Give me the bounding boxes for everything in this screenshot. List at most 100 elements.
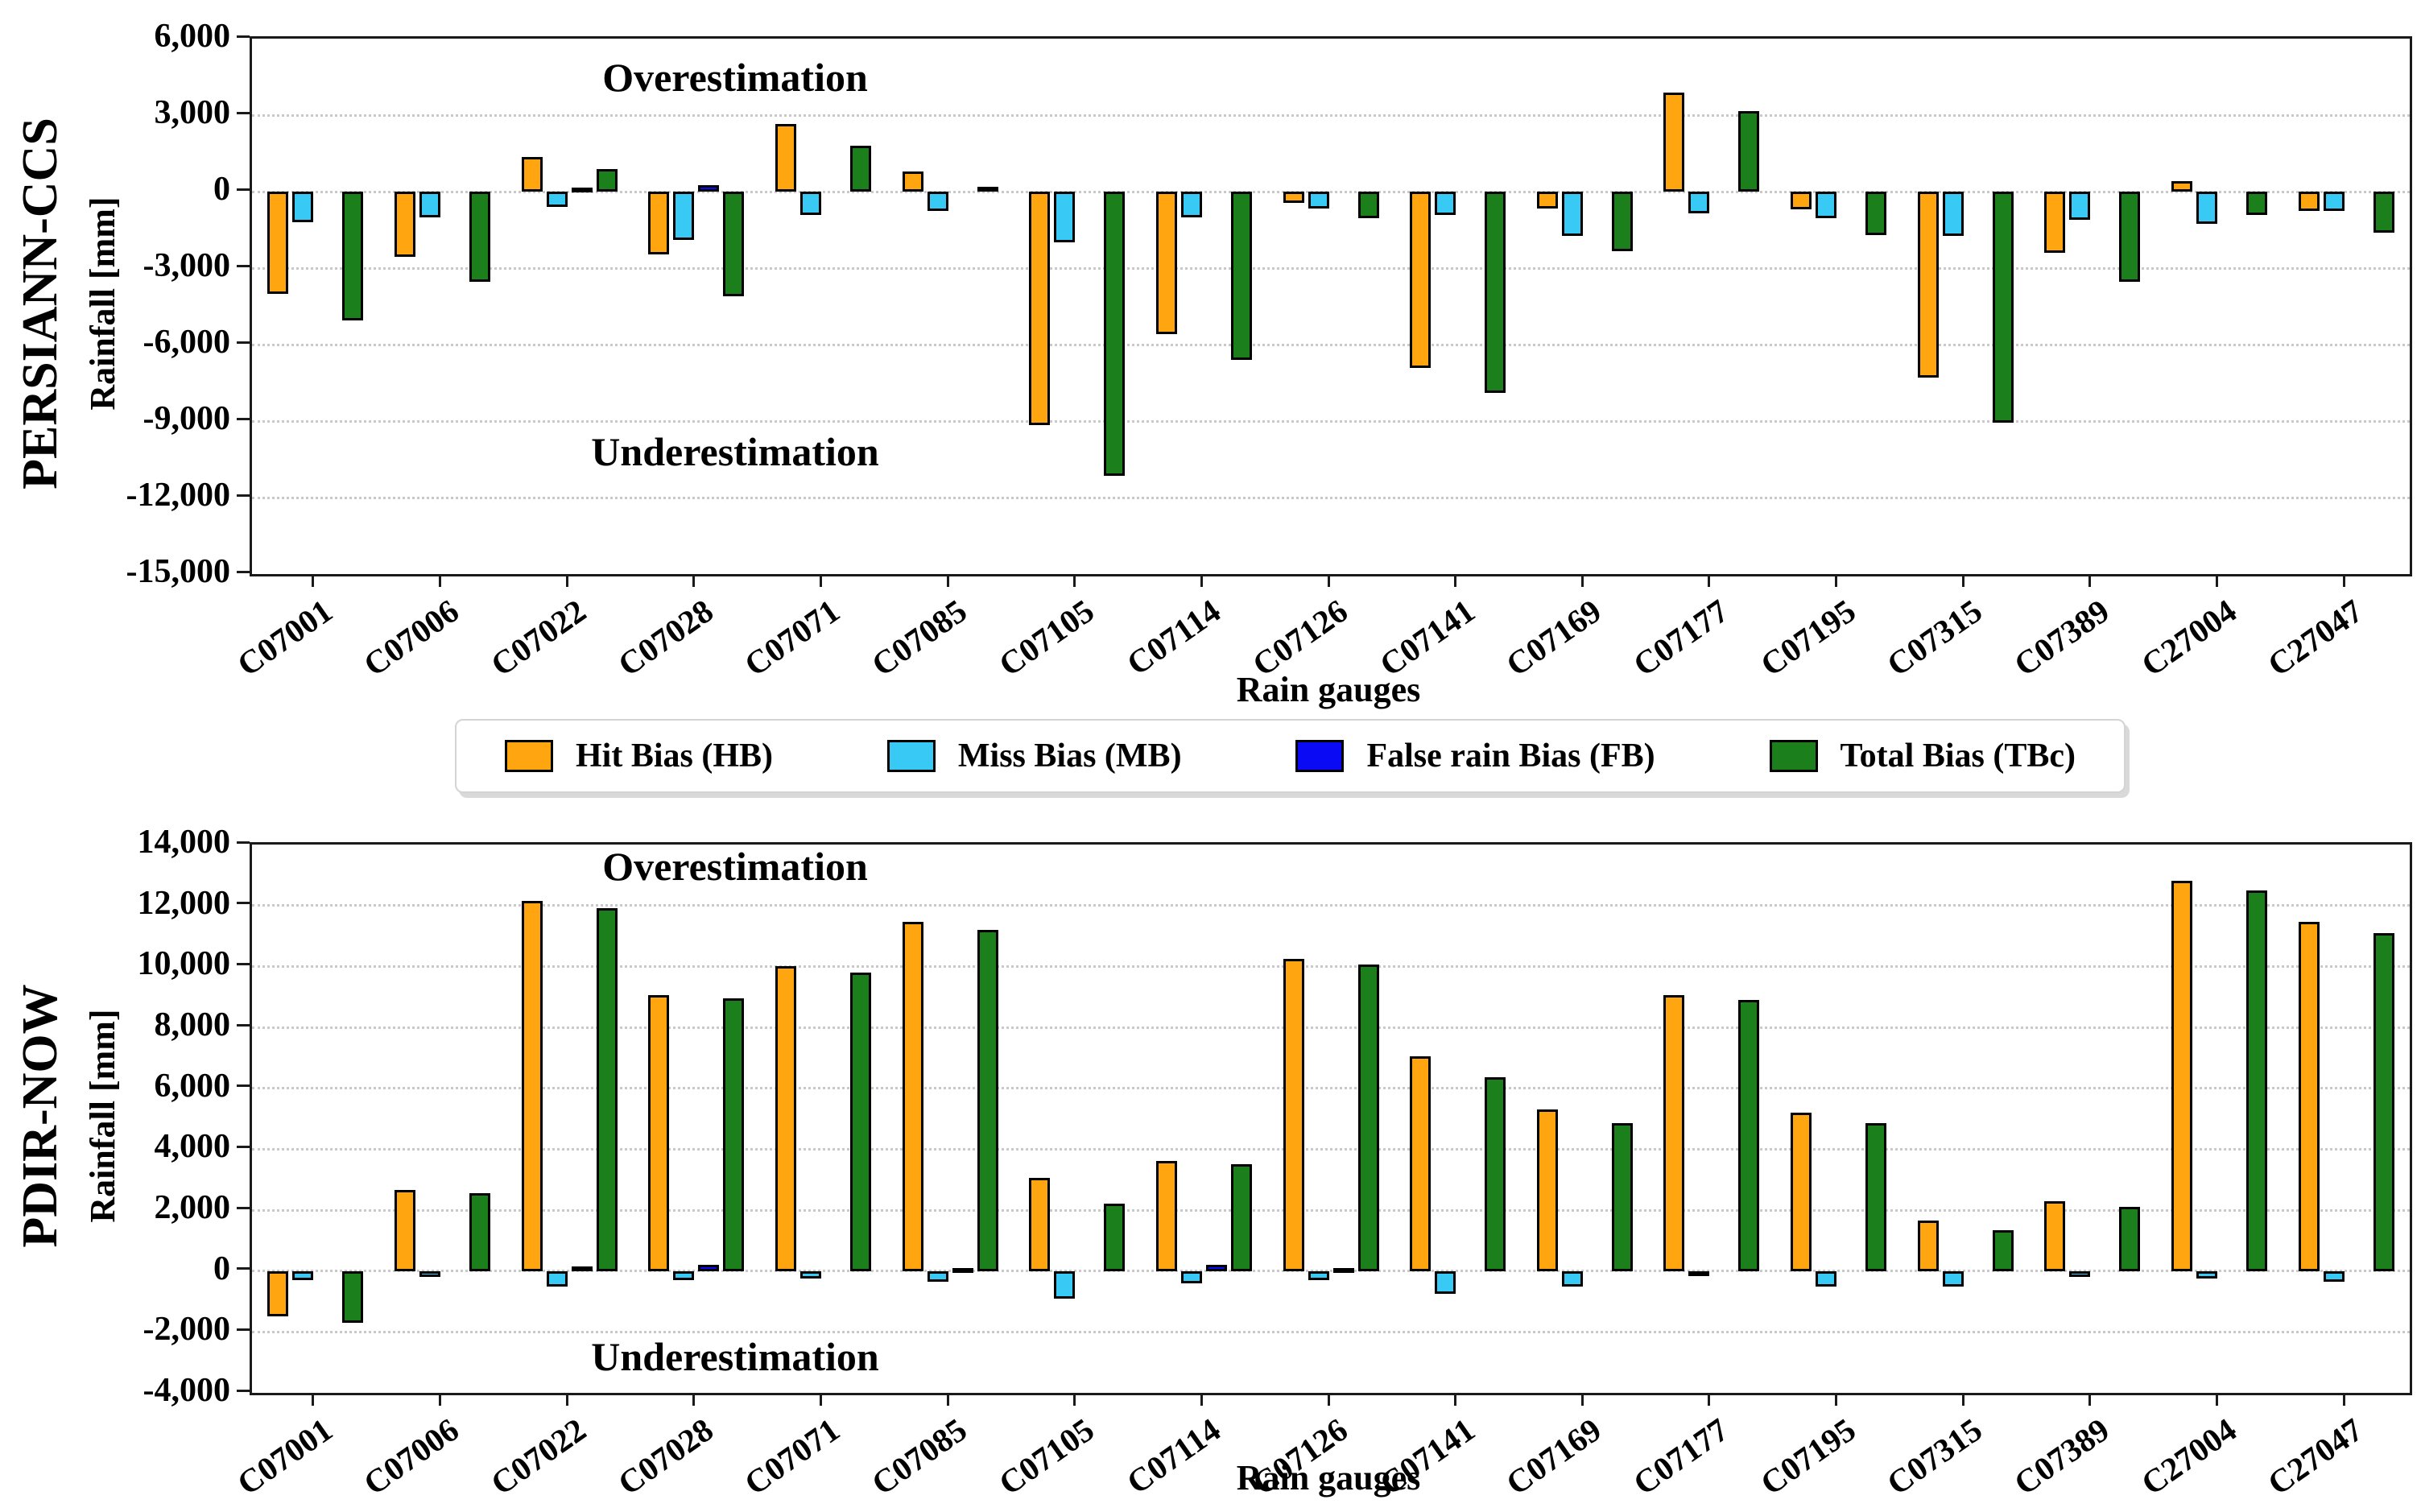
bar-miss-bias-mb-c07001 [292, 1270, 314, 1280]
x-tick-label-c07001: C07001 [230, 592, 339, 684]
bar-total-bias-tbc-c07105 [1104, 192, 1126, 477]
bar-hit-bias-hb-c07071 [775, 966, 796, 1271]
bar-miss-bias-mb-c07114 [1180, 1270, 1202, 1283]
gridline [252, 1026, 2410, 1029]
gridline [252, 904, 2410, 907]
x-tick-mark [1454, 574, 1457, 587]
x-tick-label-c07389: C07389 [2007, 592, 2116, 684]
bar-total-bias-tbc-c07315 [1992, 192, 2014, 423]
x-tick-mark [946, 1393, 949, 1406]
x-tick-mark [1073, 574, 1076, 587]
bar-hit-bias-hb-c07001 [267, 1270, 289, 1317]
y-tick-label: 2,000 [154, 1189, 231, 1226]
x-tick-label-c07071: C07071 [737, 592, 847, 684]
total-bias-swatch-icon [1769, 740, 1818, 772]
bar-total-bias-tbc-c07195 [1865, 192, 1887, 235]
x-tick-label-c07006: C07006 [357, 1411, 466, 1502]
x-tick-label-c27047: C27047 [2261, 1411, 2369, 1502]
x-tick-mark [2342, 1393, 2345, 1406]
x-tick-label-c07105: C07105 [991, 592, 1101, 684]
bar-hit-bias-hb-c07126 [1283, 958, 1304, 1271]
bar-hit-bias-hb-c07195 [1791, 192, 1812, 210]
y-tick-mark [237, 35, 250, 38]
bar-total-bias-tbc-c07141 [1485, 1077, 1506, 1271]
bar-miss-bias-mb-c07126 [1308, 1270, 1329, 1280]
miss-bias-swatch-icon [886, 740, 936, 772]
gridline [252, 266, 2410, 270]
x-tick-label-c07315: C07315 [1880, 592, 1989, 684]
x-tick-mark [2216, 574, 2219, 587]
gridline [252, 1147, 2410, 1151]
panel-2-plot-area [250, 842, 2412, 1395]
x-tick-mark [1327, 574, 1330, 587]
gridline [252, 343, 2410, 346]
x-tick-mark [1835, 574, 1838, 587]
bar-hit-bias-hb-c07169 [1536, 192, 1558, 209]
annotation-underestimation: Underestimation [591, 429, 879, 475]
bar-hit-bias-hb-c07114 [1155, 1161, 1177, 1271]
x-tick-label-c27047: C27047 [2261, 592, 2369, 684]
x-tick-mark [1835, 1393, 1838, 1406]
bar-total-bias-tbc-c07389 [2119, 192, 2141, 283]
x-tick-label-c07028: C07028 [610, 1411, 720, 1502]
bar-false-rain-bias-fb-c07022 [571, 1266, 593, 1271]
bar-hit-bias-hb-c07028 [648, 192, 670, 254]
bar-total-bias-tbc-c07126 [1357, 965, 1379, 1271]
annotation-underestimation: Underestimation [591, 1334, 879, 1380]
y-tick-label: -15,000 [126, 553, 231, 590]
x-tick-mark [2088, 1393, 2092, 1406]
y-tick-mark [237, 1267, 250, 1270]
x-tick-mark [2088, 574, 2092, 587]
x-tick-mark [565, 574, 568, 587]
x-tick-label-c07195: C07195 [1753, 592, 1862, 684]
bar-false-rain-bias-fb-c07028 [698, 1265, 720, 1271]
bar-miss-bias-mb-c07195 [1816, 1270, 1837, 1287]
bar-miss-bias-mb-c27047 [2323, 192, 2345, 211]
bar-hit-bias-hb-c07315 [1917, 1221, 1939, 1271]
bar-hit-bias-hb-c27004 [2171, 181, 2193, 192]
bar-miss-bias-mb-c07006 [419, 192, 440, 217]
bar-total-bias-tbc-c27047 [2373, 932, 2394, 1271]
bar-hit-bias-hb-c07105 [1029, 192, 1051, 425]
x-tick-mark [1708, 1393, 1711, 1406]
x-tick-mark [2216, 1393, 2219, 1406]
legend-item-total-bias: Total Bias (TBc) [1769, 737, 2076, 775]
y-tick-mark [237, 188, 250, 191]
bar-hit-bias-hb-c07389 [2044, 192, 2066, 253]
y-tick-label: 6,000 [154, 18, 231, 55]
x-tick-label-c27004: C27004 [2134, 592, 2243, 684]
bar-hit-bias-hb-c27004 [2171, 881, 2193, 1271]
bar-hit-bias-hb-c07085 [902, 922, 923, 1271]
bar-hit-bias-hb-c07022 [521, 157, 543, 192]
x-tick-label-c07105: C07105 [991, 1411, 1101, 1502]
gridline [252, 419, 2410, 423]
bar-hit-bias-hb-c27047 [2298, 192, 2320, 211]
bar-miss-bias-mb-c07028 [673, 192, 695, 241]
bar-total-bias-tbc-c07389 [2119, 1207, 2141, 1271]
gridline [252, 1208, 2410, 1212]
bar-hit-bias-hb-c07177 [1663, 92, 1685, 192]
hit-bias-swatch-icon [505, 740, 553, 772]
x-tick-label-c07001: C07001 [230, 1411, 339, 1502]
y-tick-mark [237, 962, 250, 965]
panel-1-plot-area [250, 36, 2412, 576]
bar-miss-bias-mb-c27004 [2196, 192, 2218, 224]
y-tick-label: 8,000 [154, 1006, 231, 1043]
x-tick-label-c07028: C07028 [610, 592, 720, 684]
x-tick-label-c07006: C07006 [357, 592, 466, 684]
bar-total-bias-tbc-c07126 [1357, 192, 1379, 219]
y-tick-label: -4,000 [143, 1372, 231, 1409]
bar-total-bias-tbc-c07177 [1738, 111, 1760, 192]
bar-miss-bias-mb-c07177 [1688, 192, 1710, 213]
x-tick-label-c07177: C07177 [1626, 592, 1735, 684]
bar-total-bias-tbc-c27047 [2373, 192, 2394, 233]
x-tick-mark [1327, 1393, 1330, 1406]
bar-miss-bias-mb-c07071 [799, 1270, 821, 1279]
bar-hit-bias-hb-c07126 [1283, 192, 1304, 204]
bar-miss-bias-mb-c07105 [1054, 1270, 1076, 1299]
bar-total-bias-tbc-c07001 [342, 1270, 364, 1323]
bar-miss-bias-mb-c07114 [1180, 192, 1202, 217]
bar-false-rain-bias-fb-c07028 [698, 185, 720, 192]
bar-total-bias-tbc-c07114 [1230, 1164, 1252, 1271]
